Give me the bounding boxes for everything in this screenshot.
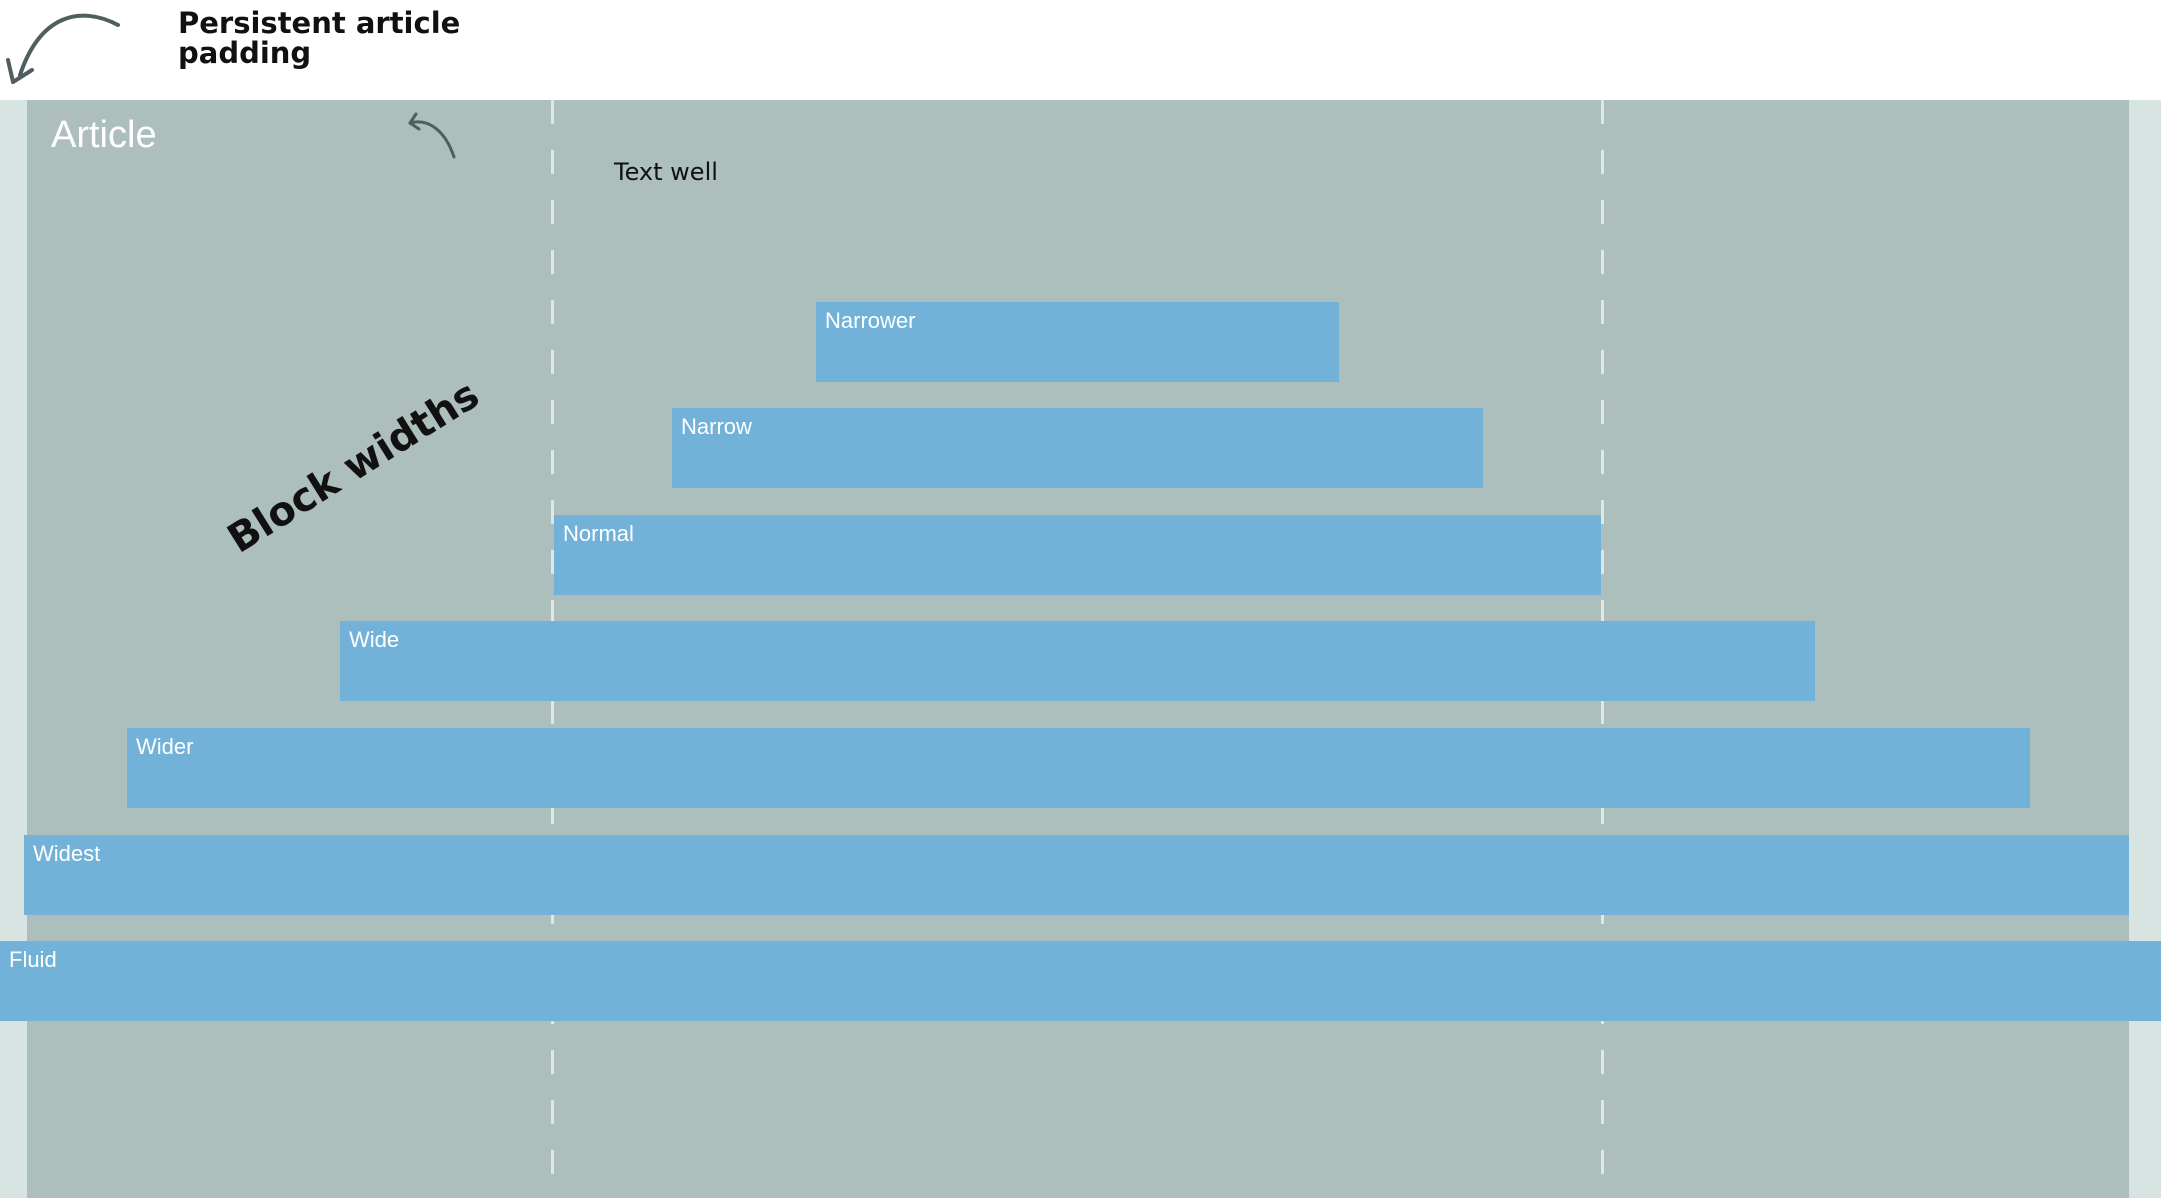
block-label: Widest: [33, 841, 101, 866]
text-well-annotation: Text well: [614, 158, 718, 186]
block-label: Wide: [349, 627, 400, 652]
block-label: Narrow: [681, 414, 752, 439]
block-label: Narrower: [825, 308, 916, 333]
block-fluid: Fluid: [0, 941, 2161, 1021]
block-label: Fluid: [9, 947, 57, 972]
block-narrower: Narrower: [816, 302, 1339, 382]
block-label: Normal: [563, 521, 634, 546]
article-title: Article: [51, 114, 157, 156]
block-normal: Normal: [554, 515, 1601, 595]
block-widest: Widest: [24, 835, 2129, 915]
block-label: Wider: [136, 734, 194, 759]
block-wide: Wide: [340, 621, 1815, 701]
padding-arrow-icon: [6, 13, 456, 159]
block-narrow: Narrow: [672, 408, 1483, 488]
right-article-padding: [2129, 100, 2161, 1198]
block-wider: Wider: [127, 728, 2030, 808]
padding-annotation: Persistent article padding: [178, 6, 461, 70]
left-article-padding: [0, 100, 27, 1198]
